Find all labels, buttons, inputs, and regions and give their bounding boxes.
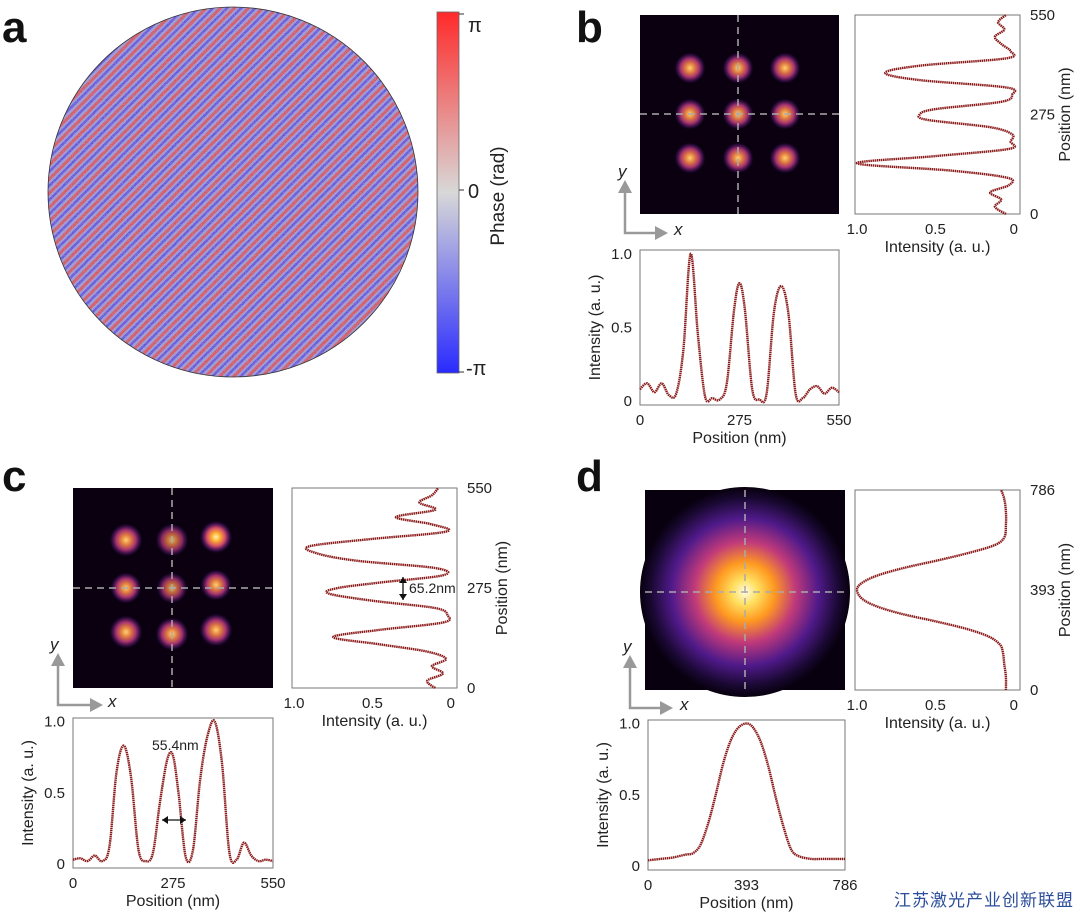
y-tick-label: 393 [1030, 582, 1055, 599]
x-tick-label: 0 [69, 875, 77, 892]
profile-line [72, 719, 274, 864]
y-axis-arrow-label: y [622, 637, 633, 656]
c-annotation-y-label: 65.2nm [409, 580, 456, 596]
b-right-chart: 1.0 0.5 00 275 550 Intensity (a. u.) Position … [847, 7, 1074, 256]
x-tick-label: 0.5 [925, 221, 946, 238]
y-axis-label: Intensity (a. u.) [587, 275, 604, 381]
profile-charts: 0 275 550 0 0.5 1.0 Position (nm) Intensity (a.… [20, 7, 1074, 912]
x-axis-label: Intensity (a. u.) [322, 713, 428, 730]
y-tick-label: 0 [632, 858, 640, 875]
y-tick-label: 550 [467, 480, 492, 497]
x-tick-label: 1.0 [284, 695, 305, 712]
plot-frame [854, 14, 1021, 215]
y-tick-label: 0 [467, 680, 475, 697]
panel-label-d: d [576, 452, 603, 501]
y-tick-label: 786 [1030, 482, 1055, 499]
x-tick-label: 786 [832, 877, 857, 894]
watermark-text: 江苏激光产业创新联盟 [894, 891, 1074, 911]
y-tick-label: 0.5 [611, 319, 632, 336]
profile-line [304, 487, 452, 689]
x-axis-label: Position (nm) [692, 430, 786, 447]
plot-frame [639, 249, 840, 406]
y-axis-label: Intensity (a. u.) [20, 740, 37, 846]
y-tick-label: 275 [467, 580, 492, 597]
x-tick-label: 0 [1010, 697, 1018, 714]
y-tick-label: 0 [1030, 682, 1038, 699]
x-tick-label: 275 [727, 412, 752, 429]
y-axis-arrow-label: y [49, 635, 60, 654]
x-tick-label: 0 [644, 877, 652, 894]
phase-colorbar: π 0 -π Phase (rad) [436, 11, 509, 380]
x-axis-arrow-label: x [679, 695, 689, 714]
x-tick-label: 1.0 [847, 697, 868, 714]
x-axis-label: Position (nm) [126, 893, 220, 910]
x-tick-label: 0.5 [925, 697, 946, 714]
plot-frame [854, 489, 1021, 691]
y-tick-label: 0.5 [44, 785, 65, 802]
x-axis-arrow-label: x [107, 692, 117, 711]
d-bottom-chart: 0 393 786 0 0.5 1.0 Position (nm) Intensity (a.… [595, 716, 858, 913]
c-bottom-chart: 0 275 550 0 0.5 1.0 Position (nm) Intensity (a.… [20, 714, 286, 911]
c-fwhm-annotation-y: 65.2nm [399, 577, 456, 600]
panel-label-a: a [2, 3, 27, 52]
profile-line [855, 489, 1008, 691]
d-right-chart: 1.0 0.5 00 393 786 Intensity (a. u.) Position … [847, 482, 1074, 732]
colorbar-top-label: π [468, 15, 482, 37]
c-intensity-image [73, 488, 273, 688]
x-tick-label: 0 [1010, 221, 1018, 238]
d-intensity-image [640, 487, 850, 697]
c-annotation-x-label: 55.4nm [152, 737, 199, 753]
panel-label-b: b [576, 3, 603, 52]
y-tick-label: 0 [624, 393, 632, 410]
plot-frame [72, 717, 274, 869]
y-tick-label: 1.0 [44, 714, 65, 731]
c-xy-axes-indicator: y x [49, 635, 117, 712]
y-axis-label: Intensity (a. u.) [595, 742, 612, 848]
y-tick-label: 0 [1030, 206, 1038, 223]
b-xy-axes-indicator: y x [617, 162, 683, 240]
c-fwhm-annotation-x: 55.4nm [152, 737, 199, 824]
y-axis-label: Position (nm) [494, 541, 511, 635]
y-tick-label: 1.0 [619, 716, 640, 733]
x-tick-label: 0.5 [362, 695, 383, 712]
colorbar-title: Phase (rad) [488, 146, 509, 245]
b-bottom-chart: 0 275 550 0 0.5 1.0 Position (nm) Intensity (a.… [587, 246, 852, 447]
x-axis-label: Position (nm) [699, 895, 793, 912]
b-intensity-image [640, 15, 839, 214]
y-axis-label: Position (nm) [1057, 543, 1074, 637]
plot-frame [647, 719, 846, 871]
x-tick-label: 550 [260, 875, 285, 892]
x-tick-label: 1.0 [847, 221, 868, 238]
phase-map [47, 6, 419, 378]
y-axis-arrow-label: y [617, 162, 628, 181]
colorbar-mid-label: 0 [468, 181, 479, 203]
profile-line [639, 252, 840, 404]
y-axis-label: Position (nm) [1057, 67, 1074, 161]
profile-line [647, 722, 845, 862]
y-tick-label: 1.0 [611, 246, 632, 263]
x-tick-label: 0 [636, 412, 644, 429]
x-tick-label: 550 [826, 412, 851, 429]
d-xy-axes-indicator: y x [622, 637, 689, 715]
x-axis-arrow-label: x [673, 220, 683, 239]
colorbar-bottom-label: -π [466, 358, 486, 380]
c-right-chart: 1.0 0.5 00 275 550 Intensity (a. u.) Position … [284, 480, 511, 730]
x-tick-label: 0 [447, 695, 455, 712]
y-tick-label: 0 [57, 856, 65, 873]
x-tick-label: 393 [734, 877, 759, 894]
panel-label-c: c [2, 452, 27, 501]
y-tick-label: 550 [1030, 7, 1055, 24]
plot-frame [291, 487, 458, 689]
x-tick-label: 275 [160, 875, 185, 892]
profile-line [855, 14, 1017, 216]
y-tick-label: 275 [1030, 107, 1055, 124]
x-axis-label: Intensity (a. u.) [885, 239, 991, 256]
x-axis-label: Intensity (a. u.) [885, 715, 991, 732]
y-tick-label: 0.5 [619, 787, 640, 804]
